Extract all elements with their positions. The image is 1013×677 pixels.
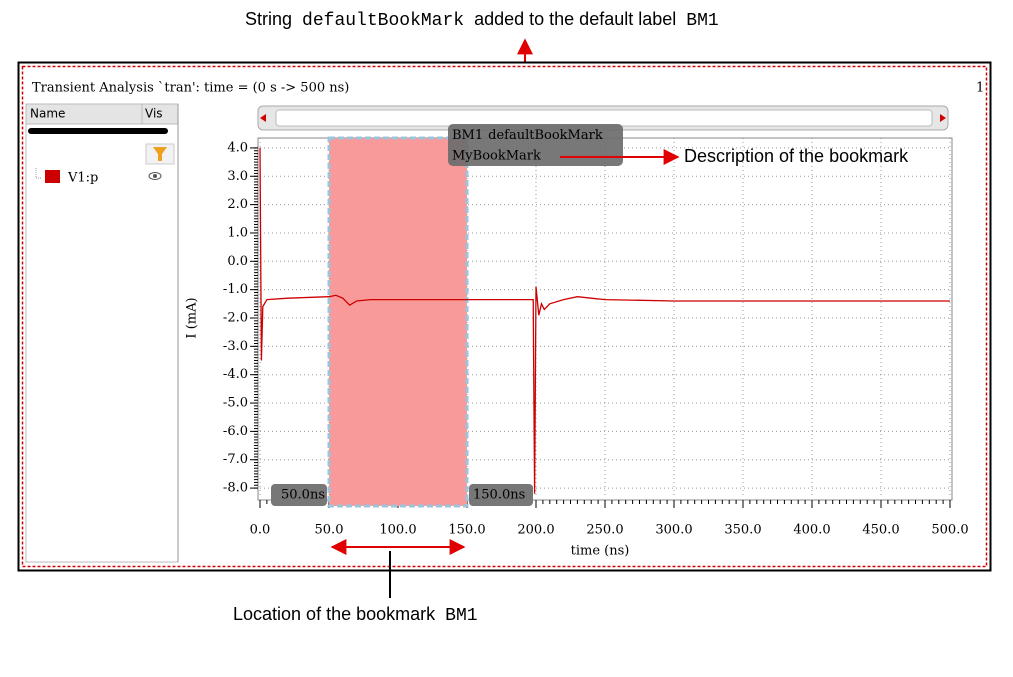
y-tick-label: 4.0 bbox=[227, 140, 248, 155]
signal-name[interactable]: V1:p bbox=[67, 171, 98, 186]
ann-part: String bbox=[245, 9, 292, 29]
y-tick-label: -8.0 bbox=[223, 481, 248, 496]
bookmark-start-box bbox=[271, 484, 327, 506]
y-tick-label: -1.0 bbox=[223, 282, 248, 297]
bookmark-end-label: 150.0ns bbox=[473, 488, 525, 503]
ann-part: BM1 bbox=[686, 11, 718, 31]
description-annotation: Description of the bookmark bbox=[684, 146, 909, 166]
x-tick-label: 0.0 bbox=[250, 523, 271, 538]
y-tick-label: 1.0 bbox=[227, 225, 248, 240]
bookmark-title: BM1 defaultBookMark bbox=[452, 128, 603, 143]
x-tick-label: 450.0 bbox=[862, 523, 899, 538]
ann-part: added to the default label bbox=[474, 9, 676, 29]
y-tick-label: 0.0 bbox=[227, 254, 248, 269]
header-vis[interactable]: Vis bbox=[145, 107, 163, 121]
y-tick-label: 2.0 bbox=[227, 197, 248, 212]
top-annotation: String defaultBookMark added to the defa… bbox=[245, 9, 719, 31]
x-tick-label: 50.0 bbox=[315, 523, 344, 538]
scroller-thumb[interactable] bbox=[275, 109, 933, 127]
visibility-pupil bbox=[153, 174, 157, 178]
ann-part: Location of the bookmark bbox=[233, 604, 436, 624]
bookmark-label: BM1 bbox=[452, 128, 483, 143]
x-tick-label: 100.0 bbox=[379, 523, 416, 538]
bookmark-tooltip bbox=[448, 124, 623, 166]
bookmark-description: MyBookMark bbox=[452, 149, 541, 164]
y-tick-label: -3.0 bbox=[223, 339, 248, 354]
x-tick-label: 500.0 bbox=[931, 523, 968, 538]
x-tick-label: 200.0 bbox=[517, 523, 554, 538]
window-index: 1 bbox=[976, 81, 984, 96]
x-tick-label: 150.0 bbox=[448, 523, 485, 538]
window-title: Transient Analysis `tran': time = (0 s -… bbox=[32, 81, 349, 96]
bookmark-region bbox=[327, 136, 469, 508]
window-highlight bbox=[21, 65, 988, 568]
y-tick-label: 3.0 bbox=[227, 169, 248, 184]
signal-swatch bbox=[45, 170, 60, 183]
ann-part: BM1 bbox=[445, 606, 477, 626]
ann-part: defaultBookMark bbox=[302, 11, 464, 31]
x-tick-label: 350.0 bbox=[724, 523, 761, 538]
x-tick-label: 300.0 bbox=[655, 523, 692, 538]
tree-line bbox=[35, 168, 42, 179]
y-axis-label: I (mA) bbox=[185, 297, 200, 338]
y-tick-label: -5.0 bbox=[223, 396, 248, 411]
filter-icon bbox=[153, 147, 167, 161]
scroll-bar[interactable] bbox=[28, 128, 168, 134]
location-annotation: Location of the bookmark BM1 bbox=[233, 604, 478, 626]
bookmark-end-box bbox=[469, 484, 533, 506]
y-tick-label: -7.0 bbox=[223, 452, 248, 467]
x-tick-label: 400.0 bbox=[793, 523, 830, 538]
bookmark-text: defaultBookMark bbox=[488, 128, 603, 143]
y-tick-label: -2.0 bbox=[223, 311, 248, 326]
visibility-icon[interactable] bbox=[148, 172, 162, 180]
x-tick-label: 250.0 bbox=[586, 523, 623, 538]
x-axis-label: time (ns) bbox=[571, 544, 630, 559]
plot: 0.0 50.0 100.0 150.0 200.0 250.0 300.0 350.0 400… bbox=[185, 124, 969, 559]
y-tick-label: -4.0 bbox=[223, 367, 248, 382]
bookmark-start-label: 50.0ns bbox=[281, 488, 325, 503]
header-name[interactable]: Name bbox=[30, 107, 65, 121]
y-tick-label: -6.0 bbox=[223, 424, 248, 439]
series-line bbox=[259, 147, 950, 494]
